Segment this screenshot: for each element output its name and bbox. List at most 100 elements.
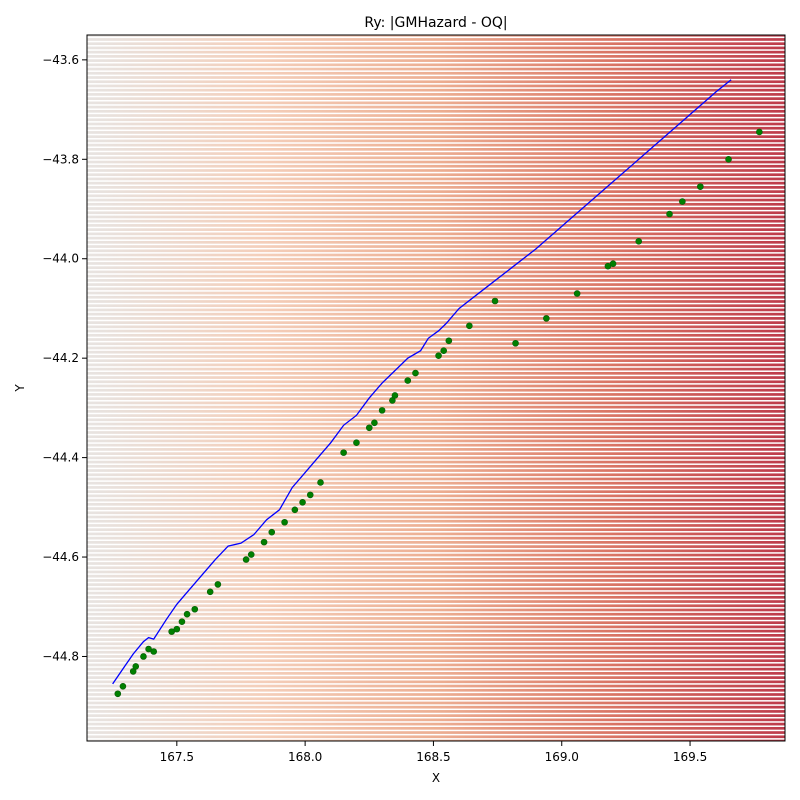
field-row (87, 97, 785, 100)
field-row (87, 735, 785, 739)
field-row (87, 638, 785, 641)
field-row (87, 333, 785, 337)
field-row (87, 126, 785, 130)
data-point (391, 392, 399, 399)
field-row (87, 393, 785, 396)
field-row (87, 84, 785, 88)
data-point (173, 625, 181, 633)
field-row (87, 270, 785, 274)
y-tick-label: −44.6 (42, 550, 79, 564)
data-point (756, 128, 763, 136)
field-row (87, 549, 785, 553)
field-row (87, 232, 785, 236)
field-row (87, 655, 785, 658)
field-row (87, 338, 785, 341)
data-point (242, 556, 250, 563)
field-row (87, 291, 785, 295)
field-row (87, 431, 785, 434)
y-tick-label: −44.2 (42, 351, 79, 365)
field-row (87, 380, 785, 384)
field-row (87, 300, 785, 303)
field-row (87, 718, 785, 722)
y-tick-label: −43.6 (42, 53, 79, 67)
data-point (317, 479, 324, 486)
data-point (491, 297, 499, 305)
field-row (87, 283, 785, 286)
field-row (87, 570, 785, 574)
data-point (178, 618, 186, 625)
field-row (87, 714, 785, 717)
field-row (87, 701, 785, 705)
field-row (87, 71, 785, 75)
field-row (87, 118, 785, 122)
field-row (87, 346, 785, 350)
field-row (87, 228, 785, 231)
field-row (87, 524, 785, 527)
data-point (445, 337, 453, 345)
series-layer (112, 79, 763, 698)
field-row (87, 490, 785, 494)
field-row (87, 186, 785, 189)
field-row (87, 35, 785, 37)
data-point (378, 407, 386, 414)
field-row (87, 672, 785, 675)
field-row (87, 156, 785, 160)
x-axis: 167.5 168.0 168.5 169.0 169.5 (160, 741, 707, 764)
field-row (87, 325, 785, 329)
data-point (281, 518, 288, 526)
field-row (87, 410, 785, 413)
data-point (725, 156, 732, 163)
field-row (87, 604, 785, 608)
field-row (87, 105, 785, 109)
data-point (247, 551, 255, 558)
data-point (543, 315, 550, 322)
field-row (87, 405, 785, 409)
field-row (87, 317, 785, 320)
chart-title: Ry: |GMHazard - OQ| (364, 15, 507, 31)
data-point (306, 491, 314, 499)
field-row (87, 350, 785, 354)
x-tick-label: 168.5 (416, 750, 450, 764)
field-row (87, 329, 785, 333)
data-point (404, 377, 412, 384)
field-row (87, 304, 785, 308)
field-row (87, 528, 785, 532)
field-row (87, 152, 785, 155)
field-row (87, 562, 785, 565)
field-row (87, 477, 785, 481)
field-row (87, 502, 785, 506)
data-point (340, 449, 347, 456)
field-row (87, 684, 785, 688)
field-row (87, 363, 785, 367)
field-row (87, 435, 785, 439)
field-row (87, 279, 785, 282)
field-row (87, 388, 785, 392)
field-row (87, 249, 785, 253)
data-point (206, 588, 214, 596)
field-row (87, 177, 785, 181)
data-point (183, 610, 191, 618)
field-row (87, 587, 785, 591)
field-row (87, 359, 785, 362)
field-row (87, 50, 785, 54)
field-row (87, 122, 785, 126)
field-row (87, 46, 785, 50)
field-row (87, 59, 785, 62)
data-point (466, 322, 473, 330)
field-row (87, 553, 785, 557)
data-point (353, 439, 360, 446)
field-row (87, 194, 785, 198)
field-row (87, 515, 785, 519)
field-row (87, 536, 785, 540)
y-tick-label: −44.8 (42, 649, 79, 663)
data-point (635, 238, 643, 245)
field-row (87, 579, 785, 582)
data-point (435, 352, 442, 359)
data-point (132, 663, 140, 670)
field-row (87, 726, 785, 730)
field-row (87, 469, 785, 472)
field-row (87, 224, 785, 227)
field-row (87, 42, 785, 46)
field-row (87, 367, 785, 371)
field-row (87, 557, 785, 561)
